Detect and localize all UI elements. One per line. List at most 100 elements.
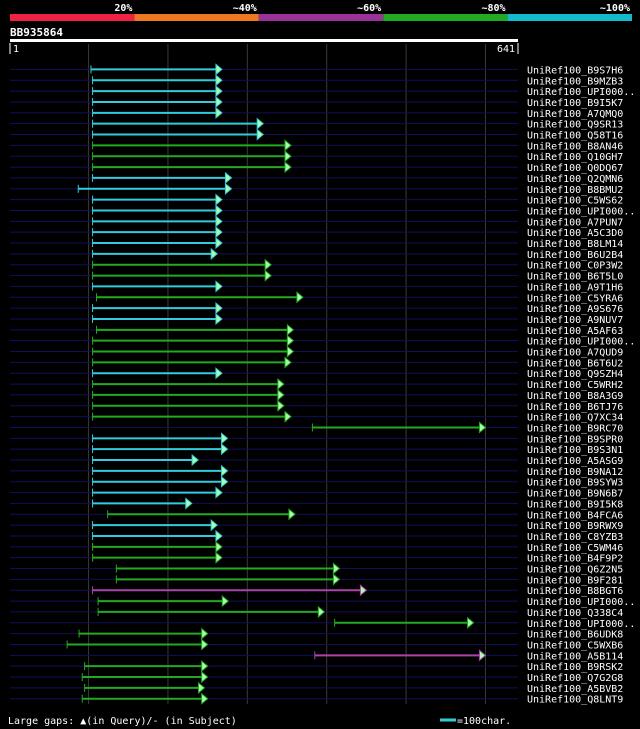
hit-label[interactable]: UniRef100_Q9SZH4 — [527, 369, 623, 380]
hit-label[interactable]: UniRef100_B8AN46 — [527, 141, 623, 152]
identity-legend-label: ~60% — [357, 3, 381, 14]
hit-label[interactable]: UniRef100_C5YRA6 — [527, 293, 623, 304]
hit-label[interactable]: UniRef100_B8LM14 — [527, 239, 623, 250]
hit-arrowhead — [264, 258, 272, 271]
hit-arrowhead — [215, 551, 223, 564]
hit-label[interactable]: UniRef100_B6T5L0 — [527, 272, 623, 283]
hit-arrowhead — [277, 378, 285, 391]
identity-legend-swatch — [383, 14, 508, 21]
hit-label[interactable]: UniRef100_UPI000.. — [527, 337, 635, 348]
hit-label[interactable]: UniRef100_A7QUD9 — [527, 348, 623, 359]
gaps-legend: Large gaps: ▲(in Query)/- (in Subject) — [8, 716, 237, 727]
hit-label[interactable]: UniRef100_B9RSK2 — [527, 662, 623, 673]
hit-label[interactable]: UniRef100_B9F281 — [527, 575, 623, 586]
hit-arrowhead — [201, 660, 209, 673]
hit-arrowhead — [332, 573, 341, 586]
hit-label[interactable]: UniRef100_A5C3D0 — [527, 228, 623, 239]
hit-label[interactable]: UniRef100_B9RC70 — [527, 423, 623, 434]
hit-label[interactable]: UniRef100_B9I5K7 — [527, 98, 623, 109]
hit-arrowhead — [224, 171, 233, 184]
hit-arrowhead — [264, 269, 272, 282]
hit-label[interactable]: UniRef100_B9SYW3 — [527, 478, 623, 489]
hit-label[interactable]: UniRef100_B9RWX9 — [527, 521, 623, 532]
hit-label[interactable]: UniRef100_C5WM46 — [527, 543, 623, 554]
hit-label[interactable]: UniRef100_A5B114 — [527, 651, 623, 662]
hit-label[interactable]: UniRef100_B8BGT6 — [527, 586, 623, 597]
hit-arrowhead — [215, 367, 223, 380]
hit-label[interactable]: UniRef100_UPI000.. — [527, 597, 635, 608]
hit-label[interactable]: UniRef100_B6UDK8 — [527, 630, 623, 641]
hit-label[interactable]: UniRef100_B9S3N1 — [527, 445, 623, 456]
hit-label[interactable]: UniRef100_A9T1H6 — [527, 282, 623, 293]
hit-label[interactable]: UniRef100_Q0DQ67 — [527, 163, 623, 174]
identity-legend-swatch — [507, 14, 632, 21]
hit-label[interactable]: UniRef100_B4FCA6 — [527, 510, 623, 521]
hit-label[interactable]: UniRef100_A5AF63 — [527, 326, 623, 337]
identity-legend-label: ~40% — [233, 3, 257, 14]
hit-label[interactable]: UniRef100_Q9SR13 — [527, 120, 623, 131]
hit-arrowhead — [317, 605, 326, 618]
hit-label[interactable]: UniRef100_C5WXB6 — [527, 640, 623, 651]
hit-label[interactable]: UniRef100_B9NA12 — [527, 467, 623, 478]
hit-arrowhead — [201, 627, 209, 640]
hit-label[interactable]: UniRef100_A7QMQ0 — [527, 109, 623, 120]
hit-label[interactable]: UniRef100_Q10GH7 — [527, 152, 623, 163]
hit-label[interactable]: UniRef100_B9N6B7 — [527, 489, 623, 500]
hit-arrowhead — [201, 670, 209, 684]
hit-label[interactable]: UniRef100_B9S7H6 — [527, 65, 623, 76]
hit-arrowhead — [215, 280, 223, 293]
hit-arrowhead — [215, 74, 223, 87]
hit-label[interactable]: UniRef100_Q58T16 — [527, 131, 623, 142]
hit-label[interactable]: UniRef100_Q8LNT9 — [527, 695, 623, 706]
hit-label[interactable]: UniRef100_A5BVB2 — [527, 684, 623, 695]
hit-label[interactable]: UniRef100_B4F9P2 — [527, 554, 623, 565]
hit-arrowhead — [215, 63, 223, 76]
hit-label[interactable]: UniRef100_Q7G2G8 — [527, 673, 623, 684]
hit-arrowhead — [215, 106, 223, 119]
hit-arrowhead — [284, 139, 292, 152]
hit-label[interactable]: UniRef100_Q7XC34 — [527, 413, 623, 424]
hit-arrowhead — [201, 638, 209, 651]
hit-label[interactable]: UniRef100_UPI000.. — [527, 87, 635, 98]
hit-label[interactable]: UniRef100_C5WRH2 — [527, 380, 623, 391]
hit-label[interactable]: UniRef100_A9S676 — [527, 304, 623, 315]
hit-label[interactable]: UniRef100_Q338C4 — [527, 608, 623, 619]
hit-label[interactable]: UniRef100_UPI000.. — [527, 206, 635, 217]
hit-arrowhead — [201, 692, 209, 705]
hit-label[interactable]: UniRef100_B9I5K8 — [527, 499, 623, 510]
query-start-label: 1 — [13, 44, 19, 55]
gaps-legend-detail: (in Query)/- (in Subject) — [86, 716, 237, 727]
hit-arrowhead — [215, 529, 223, 543]
hit-label[interactable]: UniRef100_B8BMU2 — [527, 185, 623, 196]
hit-label[interactable]: UniRef100_Q6Z2N5 — [527, 565, 623, 576]
hit-label[interactable]: UniRef100_C8YZB3 — [527, 532, 623, 543]
gaps-legend-label: Large gaps: — [8, 716, 80, 727]
hit-rows: UniRef100_B9S7H6UniRef100_B9MZB3UniRef10… — [66, 63, 635, 706]
hit-label[interactable]: UniRef100_B6TJ76 — [527, 402, 623, 413]
hit-label[interactable]: UniRef100_C5WS62 — [527, 196, 623, 207]
hit-label[interactable]: UniRef100_B9SPR0 — [527, 434, 623, 445]
hit-arrowhead — [288, 508, 296, 521]
hit-arrowhead — [359, 584, 368, 597]
hit-arrowhead — [215, 226, 223, 239]
hit-label[interactable]: UniRef100_Q2QMN6 — [527, 174, 623, 185]
hit-label[interactable]: UniRef100_B8A3G9 — [527, 391, 623, 402]
hit-label[interactable]: UniRef100_B6T6U2 — [527, 358, 623, 369]
hit-arrowhead — [215, 85, 223, 98]
hit-label[interactable]: UniRef100_B9MZB3 — [527, 76, 623, 87]
hit-label[interactable]: UniRef100_B6U2B4 — [527, 250, 623, 261]
identity-legend-swatch — [258, 14, 384, 21]
hit-arrowhead — [215, 302, 223, 315]
hit-label[interactable]: UniRef100_UPI000.. — [527, 619, 635, 630]
hit-arrowhead — [284, 161, 292, 174]
hit-arrowhead — [220, 443, 229, 456]
hit-label[interactable]: UniRef100_A7PUN7 — [527, 217, 623, 228]
hit-label[interactable]: UniRef100_C0P3W2 — [527, 261, 623, 272]
hit-arrowhead — [191, 453, 199, 467]
hit-label[interactable]: UniRef100_A9NUV7 — [527, 315, 623, 326]
query-bar — [10, 39, 518, 42]
hit-arrowhead — [185, 497, 193, 510]
hit-arrowhead — [210, 519, 218, 532]
hit-arrowhead — [197, 681, 206, 694]
hit-label[interactable]: UniRef100_A5ASG9 — [527, 456, 623, 467]
